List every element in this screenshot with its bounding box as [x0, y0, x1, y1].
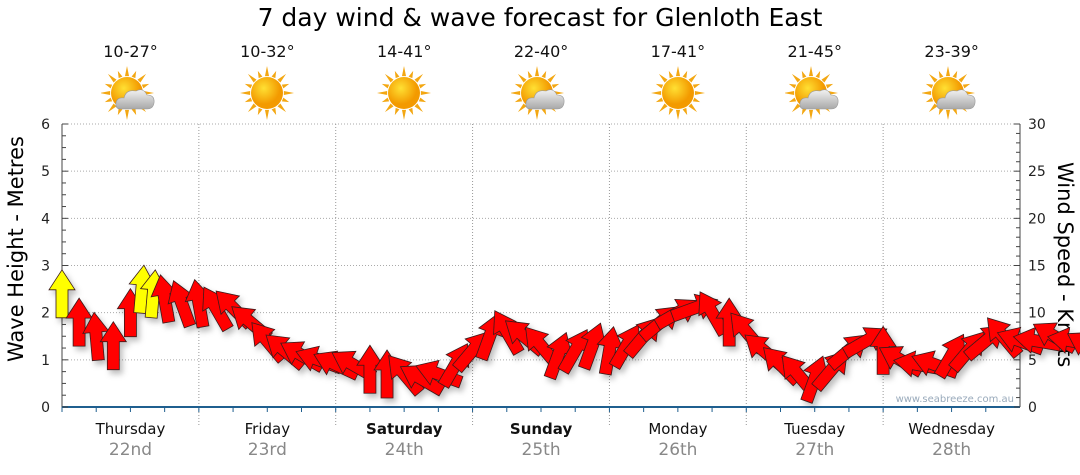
- day-date: 23rd: [247, 440, 287, 460]
- sunny-icon: [199, 65, 336, 121]
- day-name: Thursday: [95, 420, 166, 438]
- y2-tick-label: 25: [1028, 164, 1046, 180]
- y2-tick-label: 10: [1028, 306, 1046, 322]
- x-tick-label: Saturday 24th: [336, 420, 473, 460]
- sunny-icon: [609, 65, 746, 121]
- x-tick-label: Thursday 22nd: [62, 420, 199, 460]
- temperature-range: 10-32°: [240, 42, 295, 61]
- day-forecast: 10-27°: [62, 42, 199, 121]
- day-forecast: 21-45°: [746, 42, 883, 121]
- x-tick-label: Sunday 25th: [473, 420, 610, 460]
- day-forecast: 17-41°: [609, 42, 746, 121]
- temperature-range: 14-41°: [376, 42, 432, 61]
- temperature-range: 21-45°: [787, 42, 843, 61]
- day-date: 25th: [521, 440, 561, 460]
- x-tick-label: Wednesday 28th: [883, 420, 1020, 460]
- day-name: Tuesday: [784, 420, 846, 438]
- temperature-range: 23-39°: [924, 42, 979, 61]
- x-tick-label: Friday 23rd: [199, 420, 336, 460]
- day-name: Sunday: [509, 420, 573, 438]
- y-tick-label: 4: [41, 211, 50, 227]
- day-forecast: 10-32°: [199, 42, 336, 121]
- x-tick-label: Monday 26th: [609, 420, 746, 460]
- day-name: Friday: [244, 420, 291, 438]
- y2-tick-label: 5: [1028, 353, 1037, 369]
- temperature-range: 10-27°: [103, 42, 158, 61]
- y-tick-label: 6: [41, 117, 50, 133]
- day-forecast: 22-40°: [473, 42, 610, 121]
- partly-cloudy-icon: [883, 65, 1020, 121]
- day-name: Saturday: [366, 420, 443, 438]
- chart-title: 7 day wind & wave forecast for Glenloth …: [257, 3, 823, 32]
- partly-cloudy-icon: [62, 65, 199, 121]
- day-name: Wednesday: [908, 420, 996, 438]
- wind-arrow: [1067, 331, 1080, 364]
- temperature-range: 17-41°: [650, 42, 706, 61]
- sunny-icon: [336, 65, 473, 121]
- y2-tick-label: 0: [1028, 400, 1037, 416]
- wind-arrow: [99, 320, 128, 371]
- wind-arrow: [48, 269, 76, 319]
- y-tick-label: 0: [41, 400, 50, 416]
- y2-tick-label: 30: [1028, 117, 1046, 133]
- day-forecast: 23-39°: [883, 42, 1020, 121]
- wind-arrow: [841, 327, 888, 359]
- y-tick-label: 1: [41, 353, 50, 369]
- y-tick-label: 2: [41, 306, 50, 322]
- day-date: 27th: [795, 440, 835, 460]
- day-forecast: 14-41°: [336, 42, 473, 121]
- y2-tick-label: 15: [1028, 259, 1046, 275]
- wind-arrow: [65, 297, 93, 347]
- y-tick-label: 3: [41, 259, 50, 275]
- partly-cloudy-icon: [746, 65, 883, 121]
- day-date: 22nd: [108, 440, 153, 460]
- day-name: Monday: [648, 420, 708, 438]
- partly-cloudy-icon: [473, 65, 610, 121]
- y2-tick-label: 20: [1028, 211, 1046, 227]
- day-date: 28th: [932, 440, 972, 460]
- x-tick-label: Tuesday 27th: [746, 420, 883, 460]
- day-date: 24th: [384, 440, 424, 460]
- y-tick-label: 5: [41, 164, 50, 180]
- day-date: 26th: [658, 440, 698, 460]
- temperature-range: 22-40°: [513, 42, 569, 61]
- watermark: www.seabreeze.com.au: [896, 394, 1014, 405]
